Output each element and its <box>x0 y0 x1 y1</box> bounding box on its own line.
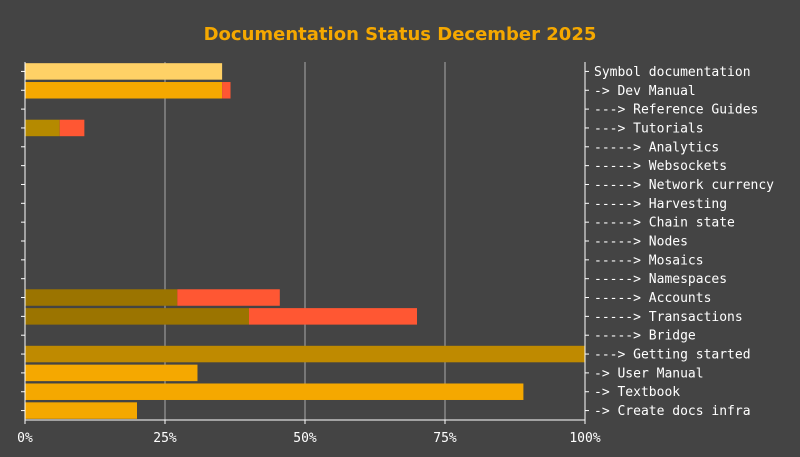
chart-title: Documentation Status December 2025 <box>204 24 597 45</box>
category-label-13: -----> Transactions <box>594 310 743 325</box>
bar-0-segment-0 <box>25 63 223 80</box>
bar-13-segment-1 <box>249 308 417 325</box>
category-label-18: -> Create docs infra <box>594 404 751 419</box>
x-tick-labels: 0% 25% 50% 75% 100% <box>17 431 601 446</box>
x-tick-label-3: 75% <box>433 431 457 446</box>
category-labels: Symbol documentation -> Dev Manual ---> Re… <box>594 65 774 419</box>
bar-16-segment-0 <box>25 364 198 382</box>
category-label-7: -----> Harvesting <box>594 197 727 212</box>
bar-15-segment-0 <box>25 345 585 363</box>
bars-group <box>25 63 585 419</box>
bar-1-segment-1 <box>222 82 231 99</box>
category-label-10: -----> Mosaics <box>594 253 704 268</box>
bar-12-segment-1 <box>177 289 280 306</box>
bar-18-segment-0 <box>25 402 137 419</box>
category-label-8: -----> Chain state <box>594 216 735 231</box>
bar-3-segment-0 <box>25 119 60 137</box>
grid-lines <box>164 62 446 420</box>
category-label-9: -----> Nodes <box>594 235 688 250</box>
x-tick-label-0: 0% <box>17 431 33 446</box>
x-tick-label-1: 25% <box>153 431 177 446</box>
category-label-12: -----> Accounts <box>594 291 711 306</box>
category-label-0: Symbol documentation <box>594 65 751 80</box>
bar-13-segment-0 <box>25 308 249 325</box>
category-label-6: -----> Network currency <box>594 178 774 193</box>
bar-12-segment-0 <box>25 289 178 306</box>
category-label-11: -----> Namespaces <box>594 272 727 287</box>
bar-3-segment-1 <box>59 119 85 137</box>
category-label-4: -----> Analytics <box>594 140 719 155</box>
category-label-2: ---> Reference Guides <box>594 103 758 118</box>
x-tick-label-2: 50% <box>293 431 317 446</box>
bar-1-segment-0 <box>25 82 223 99</box>
category-label-15: ---> Getting started <box>594 348 751 363</box>
category-label-1: -> Dev Manual <box>594 84 696 99</box>
axes-group <box>21 62 589 424</box>
category-label-14: -----> Bridge <box>594 329 696 344</box>
x-tick-label-4: 100% <box>569 431 600 446</box>
category-label-3: ---> Tutorials <box>594 121 704 136</box>
bar-17-segment-0 <box>25 383 524 400</box>
category-label-5: -----> Websockets <box>594 159 727 174</box>
category-label-17: -> Textbook <box>594 385 680 400</box>
category-label-16: -> User Manual <box>594 366 704 381</box>
